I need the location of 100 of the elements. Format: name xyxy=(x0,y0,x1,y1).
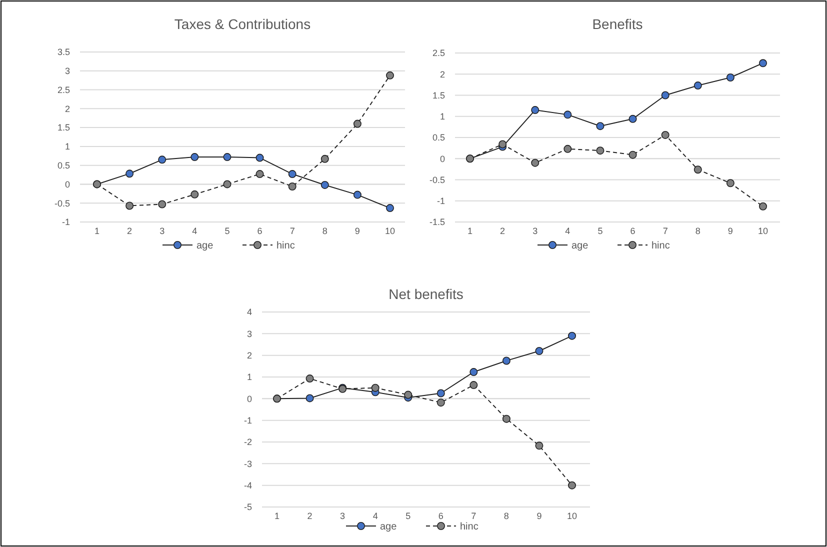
y-tick-label: 3 xyxy=(64,66,70,76)
point xyxy=(288,182,296,190)
point xyxy=(371,384,380,392)
x-tick-label: 8 xyxy=(504,511,509,521)
x-tick-label: 1 xyxy=(467,226,473,236)
legend-label: hinc xyxy=(276,240,295,252)
point xyxy=(535,347,544,355)
point xyxy=(353,120,362,128)
x-tick-label: 4 xyxy=(192,226,198,236)
point xyxy=(568,332,576,340)
point xyxy=(158,200,166,208)
point xyxy=(564,110,572,119)
x-tick-label: 5 xyxy=(598,226,603,236)
x-tick-label: 2 xyxy=(127,226,132,236)
y-tick-label: 2.5 xyxy=(57,84,70,95)
y-tick-label: 2 xyxy=(440,69,445,80)
point xyxy=(386,71,394,80)
point xyxy=(759,202,767,210)
chart-title: Net benefits xyxy=(388,286,464,302)
x-tick-label: 3 xyxy=(340,511,346,521)
point xyxy=(436,398,445,407)
y-tick-label: 0.5 xyxy=(57,160,70,170)
point xyxy=(320,180,329,189)
y-tick-label: -2 xyxy=(244,437,252,448)
point xyxy=(694,166,702,174)
point xyxy=(256,170,264,178)
y-tick-label: -5 xyxy=(244,502,252,512)
y-tick-label: -0.5 xyxy=(54,198,70,208)
legend-label: age xyxy=(572,240,589,252)
point xyxy=(320,154,329,163)
point xyxy=(436,389,445,398)
point xyxy=(726,179,734,188)
legend-label: age xyxy=(380,522,398,532)
point xyxy=(386,204,394,212)
x-tick-label: 1 xyxy=(274,511,280,521)
point xyxy=(531,106,540,114)
chart-title: Benefits xyxy=(592,16,643,32)
y-tick-label: 1 xyxy=(440,112,445,122)
point xyxy=(628,114,637,123)
point xyxy=(126,202,134,210)
point xyxy=(535,442,544,450)
point xyxy=(726,74,734,82)
y-tick-label: 0.5 xyxy=(432,132,445,143)
point xyxy=(223,153,232,162)
point xyxy=(190,153,199,162)
point xyxy=(759,59,767,68)
x-tick-label: 6 xyxy=(257,226,262,236)
y-tick-label: -1.5 xyxy=(429,217,445,228)
point xyxy=(190,190,199,198)
x-tick-label: 9 xyxy=(728,226,733,236)
y-tick-label: 1 xyxy=(64,142,70,152)
point xyxy=(531,158,540,167)
point xyxy=(502,414,510,423)
point xyxy=(596,146,604,155)
x-tick-label: 2 xyxy=(307,511,312,521)
y-tick-label: 2.5 xyxy=(432,48,445,58)
point xyxy=(404,390,412,399)
x-tick-label: 7 xyxy=(471,511,476,521)
y-tick-label: 2 xyxy=(64,104,70,114)
point xyxy=(502,356,510,365)
legend-label: age xyxy=(196,240,214,252)
y-tick-label: 1.5 xyxy=(57,122,70,133)
x-tick-label: 10 xyxy=(758,226,768,236)
y-tick-label: -4 xyxy=(244,480,252,490)
point xyxy=(158,156,166,164)
point xyxy=(694,82,702,90)
point xyxy=(564,144,572,153)
y-tick-label: 0 xyxy=(246,394,252,404)
point xyxy=(288,170,296,178)
point xyxy=(470,381,478,390)
point xyxy=(126,170,134,178)
x-tick-label: 5 xyxy=(224,226,230,236)
chart-title: Taxes & Contributions xyxy=(174,16,311,32)
y-tick-label: -1 xyxy=(244,415,252,426)
y-tick-label: 1.5 xyxy=(432,90,445,100)
x-tick-label: 7 xyxy=(290,226,295,236)
x-tick-label: 2 xyxy=(500,226,506,236)
point xyxy=(223,180,232,188)
x-tick-label: 6 xyxy=(630,226,636,236)
y-tick-label: 4 xyxy=(246,307,252,318)
point xyxy=(498,140,507,148)
y-tick-label: -1 xyxy=(62,217,70,228)
x-tick-label: 3 xyxy=(160,226,165,236)
point xyxy=(661,91,670,100)
x-tick-label: 1 xyxy=(94,226,100,236)
x-tick-label: 9 xyxy=(354,226,360,236)
point xyxy=(353,190,362,199)
x-tick-label: 9 xyxy=(536,511,542,521)
point xyxy=(256,154,264,162)
y-tick-label: 3.5 xyxy=(57,47,70,58)
y-tick-label: -0.5 xyxy=(429,174,445,185)
x-tick-label: 4 xyxy=(372,511,378,521)
y-tick-label: 0 xyxy=(64,179,70,190)
point xyxy=(306,394,314,402)
point xyxy=(628,150,637,159)
point xyxy=(596,122,604,130)
point xyxy=(568,481,576,490)
point xyxy=(470,368,478,376)
x-tick-label: 4 xyxy=(565,226,570,236)
point xyxy=(306,374,314,383)
